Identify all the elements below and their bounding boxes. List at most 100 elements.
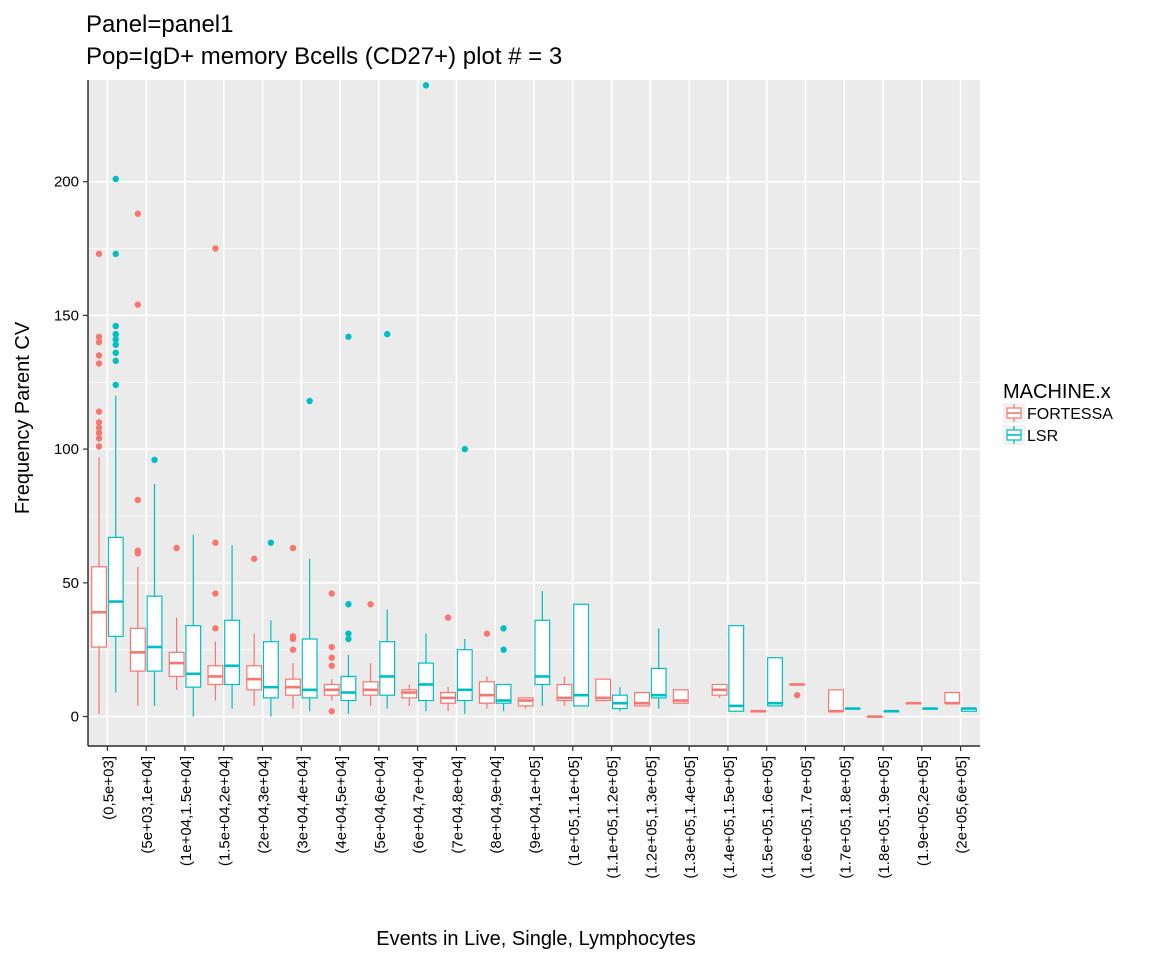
x-tick-label: (1e+05,1.1e+05] — [566, 756, 583, 866]
lsr-outlier-point — [112, 336, 119, 343]
y-tick-label: 200 — [54, 174, 79, 191]
fortessa-box — [168, 651, 185, 678]
fortessa-outlier-point — [95, 408, 103, 415]
lsr-box — [534, 619, 551, 686]
lsr-outlier-point — [345, 630, 352, 637]
fortessa-box — [517, 697, 534, 707]
lsr-outlier-point — [500, 646, 507, 653]
lsr-box — [224, 619, 241, 686]
fortessa-box — [91, 566, 108, 648]
fortessa-outlier-point — [289, 633, 297, 640]
lsr-outlier-point — [306, 397, 313, 405]
fortessa-outlier-point — [95, 424, 103, 431]
fortessa-outlier-point — [328, 590, 335, 597]
lsr-outlier-point — [461, 445, 468, 453]
fortessa-outlier-point — [483, 630, 491, 637]
lsr-outlier-point — [500, 625, 507, 632]
fortessa-box — [129, 627, 146, 672]
legend-label-fortessa: FORTESSA — [1027, 406, 1113, 423]
x-tick-label: (1e+04,1.5e+04] — [178, 756, 195, 866]
x-tick-label: (7e+04,8e+04] — [449, 756, 466, 854]
lsr-box — [107, 536, 124, 637]
fortessa-outlier-point — [328, 643, 335, 651]
x-tick-label: (1.4e+05,1.5e+05] — [721, 756, 738, 879]
lsr-box — [340, 675, 357, 702]
lsr-box — [611, 694, 628, 710]
fortessa-outlier-point — [134, 301, 142, 308]
lsr-outlier-point — [112, 322, 119, 330]
lsr-box — [301, 638, 318, 699]
fortessa-outlier-point — [289, 544, 297, 552]
lsr-outlier-point — [345, 333, 352, 340]
lsr-outlier-point — [112, 349, 119, 357]
chart-title: Panel=panel1 — [86, 11, 233, 38]
fortessa-outlier-point — [212, 539, 219, 546]
fortessa-outlier-point — [212, 590, 219, 597]
fortessa-box — [401, 689, 418, 699]
x-tick-label: (2e+05,6e+05] — [954, 756, 971, 854]
lsr-outlier-point — [151, 456, 158, 464]
fortessa-outlier-point — [95, 352, 103, 359]
lsr-box — [262, 641, 279, 699]
x-tick-label: (2e+04,3e+04] — [256, 756, 273, 854]
fortessa-box — [556, 683, 573, 702]
fortessa-outlier-point — [212, 625, 219, 632]
lsr-box — [146, 595, 163, 672]
x-tick-label: (5e+03,1e+04] — [139, 756, 156, 854]
fortessa-outlier-point — [134, 210, 142, 217]
x-tick-label: (1.9e+05,2e+05] — [915, 756, 932, 866]
lsr-outlier-point — [112, 381, 119, 389]
fortessa-box — [478, 681, 495, 704]
fortessa-outlier-point — [793, 691, 801, 699]
x-axis-title: Events in Live, Single, Lymphocytes — [376, 928, 695, 950]
lsr-outlier-point — [112, 330, 119, 338]
fortessa-outlier-point — [212, 245, 219, 252]
lsr-outlier-point — [345, 635, 352, 643]
y-tick-label: 0 — [71, 709, 79, 726]
lsr-outlier-point — [112, 357, 119, 365]
x-tick-label: (1.7e+05,1.8e+05] — [837, 756, 854, 879]
lsr-outlier-point — [345, 601, 352, 608]
fortessa-outlier-point — [95, 250, 103, 258]
x-tick-label: (1.6e+05,1.7e+05] — [798, 756, 815, 879]
fortessa-outlier-point — [95, 338, 103, 346]
fortessa-outlier-point — [95, 333, 103, 340]
fortessa-outlier-point — [289, 646, 297, 653]
chart-subtitle: Pop=IgD+ memory Bcells (CD27+) plot # = … — [86, 43, 562, 70]
lsr-box — [418, 662, 434, 702]
fortessa-outlier-point — [173, 544, 180, 552]
x-tick-label: (4e+04,5e+04] — [333, 756, 350, 854]
fortessa-box — [246, 665, 263, 691]
y-tick-label: 50 — [62, 575, 79, 592]
fortessa-outlier-point — [328, 654, 335, 661]
fortessa-outlier-point — [95, 429, 103, 437]
x-tick-label: (1.1e+05,1.2e+05] — [605, 756, 622, 879]
fortessa-outlier-point — [95, 360, 103, 367]
fortessa-box — [207, 665, 224, 686]
y-tick-label: 100 — [54, 441, 79, 458]
x-tick-label: (1.3e+05,1.4e+05] — [682, 756, 699, 879]
y-axis-title: Frequency Parent CV — [12, 321, 34, 514]
fortessa-outlier-point — [134, 547, 142, 554]
lsr-box — [728, 625, 745, 712]
lsr-box — [379, 641, 396, 696]
fortessa-outlier-point — [95, 443, 103, 450]
lsr-outlier-point — [112, 341, 119, 348]
fortessa-outlier-point — [95, 419, 103, 426]
legend: MACHINE.x FORTESSA LSR — [1003, 381, 1113, 445]
fortessa-outlier-point — [134, 496, 142, 504]
lsr-box — [573, 603, 590, 707]
x-tick-label: (1.2e+05,1.3e+05] — [643, 756, 660, 879]
x-tick-label: (1.8e+05,1.9e+05] — [876, 756, 893, 879]
x-tick-label: (8e+04,9e+04] — [488, 756, 505, 854]
x-tick-label: (9e+04,1e+05] — [527, 756, 544, 854]
lsr-box — [650, 667, 667, 699]
fortessa-box — [595, 678, 612, 702]
fortessa-outlier-point — [444, 614, 452, 621]
lsr-outlier-point — [112, 175, 119, 183]
x-tick-label: (6e+04,7e+04] — [411, 756, 428, 854]
fortessa-outlier-point — [328, 662, 335, 669]
lsr-box — [495, 683, 512, 704]
fortessa-outlier-point — [328, 708, 335, 715]
